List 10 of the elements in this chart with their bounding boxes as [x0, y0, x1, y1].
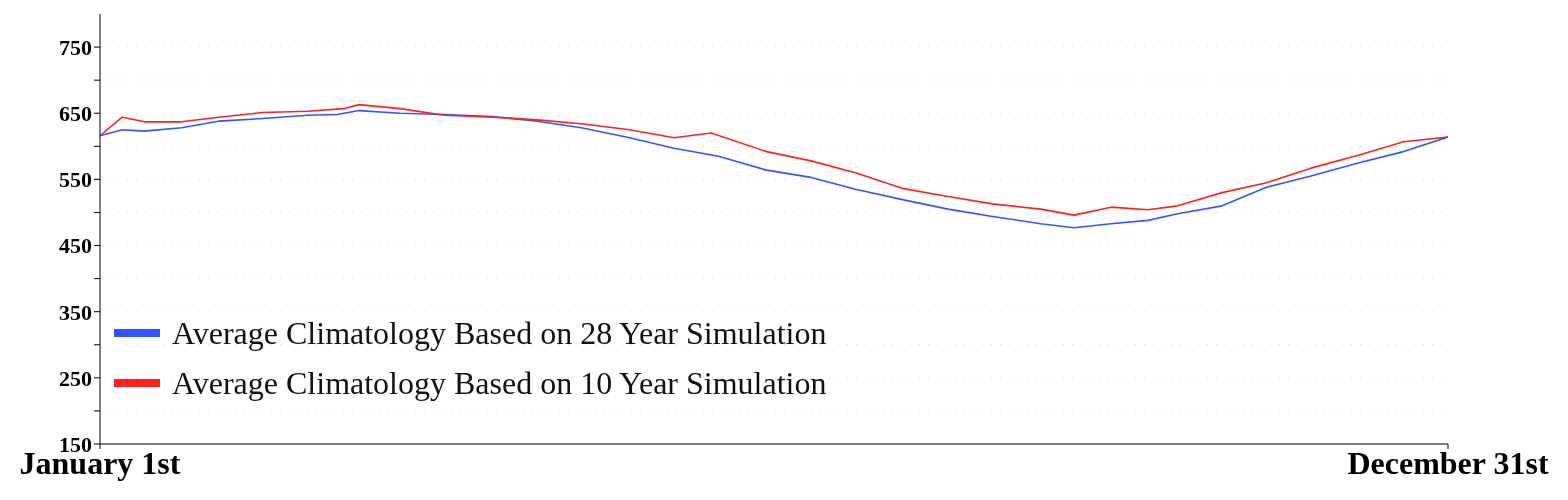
y-tick-label: 350: [59, 299, 92, 325]
y-tick-label: 450: [59, 233, 92, 259]
y-tick-label: 550: [59, 167, 92, 193]
y-tick-label: 150: [59, 431, 92, 457]
legend-label: Average Climatology Based on 10 Year Simulation: [172, 364, 827, 402]
x-tick-label: December 31st: [1347, 444, 1549, 481]
y-tick-label: 250: [59, 365, 92, 391]
y-tick-label: 750: [59, 34, 92, 60]
y-tick-label: 650: [59, 101, 92, 127]
legend-label: Average Climatology Based on 28 Year Simulation: [172, 314, 827, 352]
